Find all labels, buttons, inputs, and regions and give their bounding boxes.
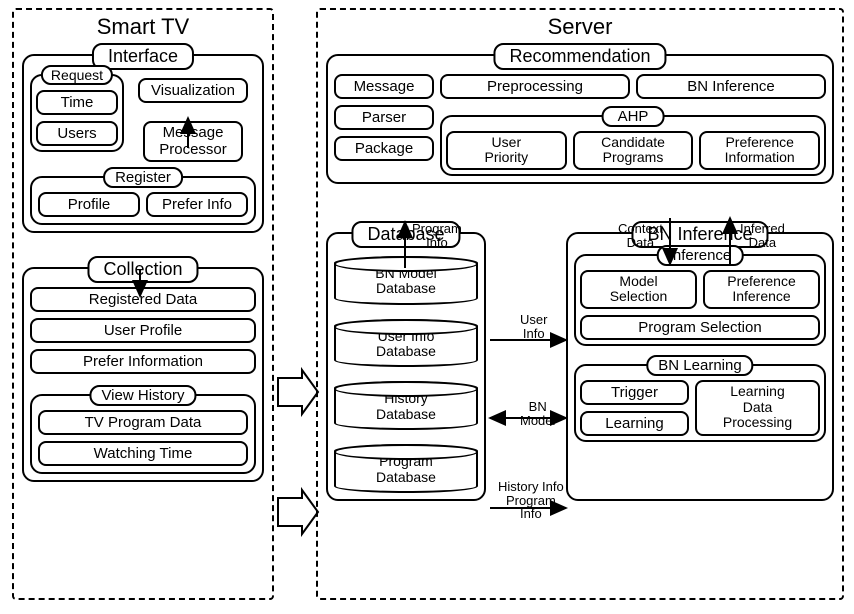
register-group: Register Profile Prefer Info: [30, 176, 256, 225]
request-group: Request Time Users: [30, 74, 124, 152]
edge-history-program-info: History Info Program Info: [498, 480, 564, 521]
server-title: Server: [326, 14, 834, 40]
edge-context-data: Context Data: [618, 222, 663, 249]
package-box: Package: [334, 136, 434, 161]
interface-group: Interface Request Time Users Visualizati…: [22, 54, 264, 233]
profile-box: Profile: [38, 192, 140, 217]
edge-program-info: Program Info: [412, 222, 462, 249]
request-title: Request: [41, 65, 113, 85]
preference-inference-box: Preference Inference: [703, 270, 820, 309]
recommendation-title: Recommendation: [493, 43, 666, 70]
server-region: Server Recommendation Message Parser Pac…: [316, 8, 844, 600]
bn-inference-group: BN Inference Inference Model Selection P…: [566, 232, 834, 501]
inference-title: Inference: [657, 245, 744, 266]
edge-inferred-data: Inferred Data: [740, 222, 785, 249]
prefer-info-box: Prefer Info: [146, 192, 248, 217]
program-selection-box: Program Selection: [580, 315, 820, 340]
program-db-cylinder: Program Database: [334, 444, 478, 493]
user-priority-box: User Priority: [446, 131, 567, 170]
time-box: Time: [36, 90, 118, 115]
bn-inference-rec-box: BN Inference: [636, 74, 826, 99]
registered-data-box: Registered Data: [30, 287, 256, 312]
users-box: Users: [36, 121, 118, 146]
edge-bn-model: BN Model: [520, 400, 555, 427]
bn-learning-subgroup: BN Learning Trigger Learning Learning Da…: [574, 364, 826, 442]
watching-time-box: Watching Time: [38, 441, 248, 466]
bn-learning-title: BN Learning: [646, 355, 753, 376]
inference-subgroup: Inference Model Selection Preference Inf…: [574, 254, 826, 346]
edge-user-info: User Info: [520, 313, 547, 340]
model-selection-box: Model Selection: [580, 270, 697, 309]
message-processor-box: Message Processor: [143, 121, 243, 162]
candidate-programs-box: Candidate Programs: [573, 131, 694, 170]
learning-box: Learning: [580, 411, 689, 436]
preprocessing-box: Preprocessing: [440, 74, 630, 99]
ahp-title: AHP: [602, 106, 665, 127]
recommendation-group: Recommendation Message Parser Package Pr…: [326, 54, 834, 184]
register-title: Register: [103, 167, 183, 188]
history-db-cylinder: History Database: [334, 381, 478, 430]
smart-tv-title: Smart TV: [22, 14, 264, 40]
visualization-box: Visualization: [138, 78, 248, 103]
parser-box: Parser: [334, 105, 434, 130]
bn-model-db-cylinder: BN Model Database: [334, 256, 478, 305]
ahp-group: AHP User Priority Candidate Programs Pre…: [440, 115, 826, 176]
user-info-db-cylinder: User Info Database: [334, 319, 478, 368]
prefer-information-box: Prefer Information: [30, 349, 256, 374]
smart-tv-region: Smart TV Interface Request Time Users Vi…: [12, 8, 274, 600]
trigger-box: Trigger: [580, 380, 689, 405]
database-group: Database BN Model Database User Info Dat…: [326, 232, 486, 501]
tv-program-data-box: TV Program Data: [38, 410, 248, 435]
learning-data-processing-box: Learning Data Processing: [695, 380, 820, 436]
view-history-title: View History: [89, 385, 196, 406]
collection-title: Collection: [87, 256, 198, 283]
view-history-group: View History TV Program Data Watching Ti…: [30, 394, 256, 474]
collection-group: Collection Registered Data User Profile …: [22, 267, 264, 482]
user-profile-box: User Profile: [30, 318, 256, 343]
message-box: Message: [334, 74, 434, 99]
preference-info-box: Preference Information: [699, 131, 820, 170]
